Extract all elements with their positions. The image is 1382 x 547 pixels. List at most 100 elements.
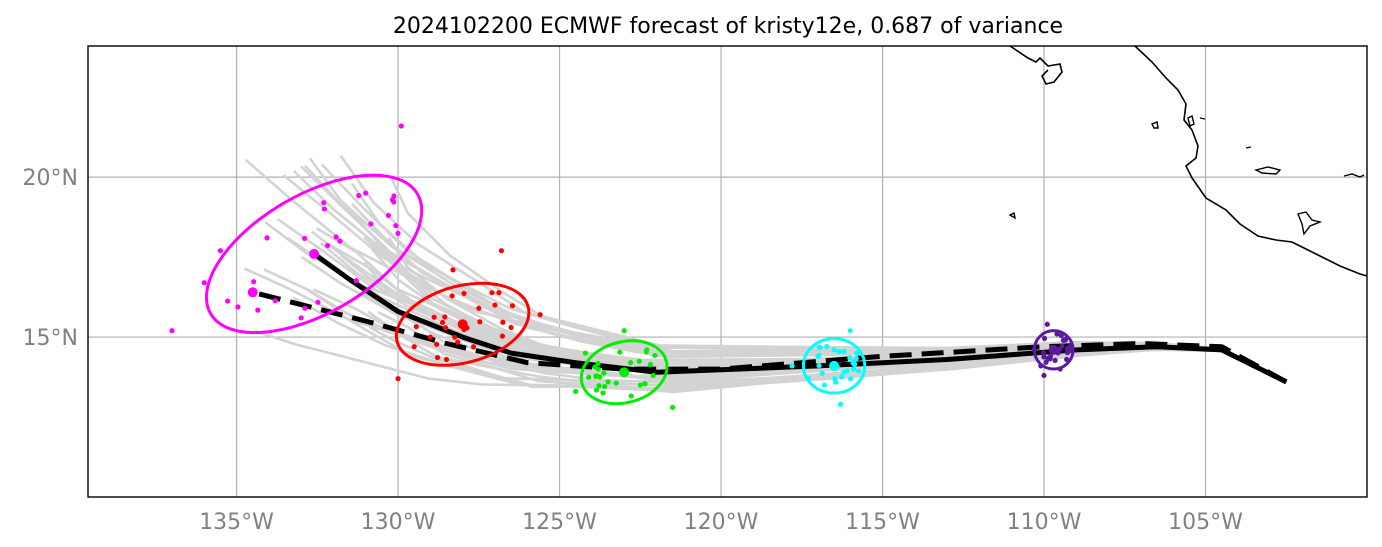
member-position <box>411 344 417 350</box>
member-position <box>321 206 328 212</box>
mean-track-layer <box>252 251 1288 385</box>
member-position <box>854 350 860 356</box>
uncertainty-ellipse <box>579 339 669 406</box>
member-position <box>605 379 611 385</box>
member-position <box>816 362 822 369</box>
member-position <box>255 307 261 313</box>
member-position <box>264 235 270 241</box>
member-position <box>839 374 845 380</box>
member-position <box>816 352 822 358</box>
member-position <box>617 349 623 355</box>
member-position <box>819 370 825 376</box>
member-position <box>442 314 448 320</box>
forecast-groups <box>169 123 1075 411</box>
island-4 <box>1253 166 1282 175</box>
member-position <box>301 235 308 241</box>
uncertainty-ellipse <box>801 337 867 395</box>
member-position <box>434 354 441 361</box>
island-3 <box>1245 146 1252 149</box>
member-position <box>302 305 308 311</box>
x-tick-label: 130°W <box>361 510 436 535</box>
member-position <box>353 278 359 284</box>
mean-center-marker <box>457 319 468 330</box>
member-position <box>821 382 827 388</box>
member-position <box>592 364 598 370</box>
member-position <box>595 360 601 367</box>
member-position <box>850 366 857 372</box>
forecast-group <box>394 248 543 382</box>
member-position <box>1031 347 1037 353</box>
member-position <box>217 248 224 254</box>
island-5 <box>1343 173 1365 178</box>
member-position <box>816 344 822 350</box>
member-position <box>499 333 506 339</box>
member-position <box>324 242 331 249</box>
member-position <box>500 319 506 325</box>
member-position <box>449 293 455 299</box>
member-position <box>832 376 838 382</box>
member-position <box>492 302 498 308</box>
member-position <box>395 230 401 236</box>
forecast-group <box>573 328 676 411</box>
member-position <box>477 319 483 325</box>
member-position <box>496 290 502 296</box>
member-position <box>856 368 862 374</box>
member-position <box>461 290 467 297</box>
member-position <box>368 221 374 227</box>
member-position <box>841 348 847 355</box>
x-tick-label: 115°W <box>845 510 920 535</box>
ensemble-tracks <box>244 154 1287 394</box>
member-position <box>235 304 241 310</box>
mean-center-marker <box>619 367 630 378</box>
member-position <box>1044 321 1050 327</box>
member-position <box>601 370 607 376</box>
member-position <box>1054 331 1060 337</box>
member-position <box>509 303 516 309</box>
graticule <box>88 46 1367 497</box>
member-position <box>602 383 608 390</box>
member-position <box>1064 356 1070 363</box>
x-tick-label: 125°W <box>522 510 597 535</box>
y-tick-label: 20°N <box>23 166 78 191</box>
member-position <box>597 374 603 380</box>
member-position <box>1067 348 1073 354</box>
member-position <box>647 361 654 368</box>
member-position <box>489 290 495 296</box>
member-position <box>470 344 477 350</box>
y-tick-label: 15°N <box>23 326 78 351</box>
member-position <box>650 372 656 379</box>
member-position <box>586 374 592 380</box>
mean-center-marker <box>309 248 320 259</box>
member-position <box>1047 356 1053 362</box>
member-position <box>844 368 850 374</box>
member-position <box>582 350 588 356</box>
island-7 <box>1297 211 1323 236</box>
member-position <box>1040 349 1046 356</box>
member-position <box>452 334 458 340</box>
member-position <box>1052 357 1058 363</box>
member-position <box>455 339 461 345</box>
member-position <box>321 200 327 206</box>
member-position <box>836 349 842 355</box>
member-position <box>837 401 844 407</box>
member-position <box>652 352 658 359</box>
member-position <box>272 298 278 304</box>
x-tick-label: 120°W <box>684 510 759 535</box>
member-position <box>537 312 543 318</box>
island-2 <box>1187 114 1206 128</box>
member-position <box>476 305 482 311</box>
coastline <box>1009 46 1367 277</box>
member-position <box>508 324 514 331</box>
island-1 <box>1151 121 1159 129</box>
member-position <box>315 299 321 305</box>
member-position <box>363 190 369 196</box>
member-position <box>498 248 505 254</box>
member-position <box>831 347 837 353</box>
member-position <box>1062 336 1069 342</box>
member-position <box>573 388 579 395</box>
member-position <box>596 383 602 389</box>
uncertainty-ellipse <box>394 281 531 367</box>
member-position <box>395 376 401 382</box>
member-position <box>251 279 257 285</box>
member-position <box>1043 359 1049 365</box>
